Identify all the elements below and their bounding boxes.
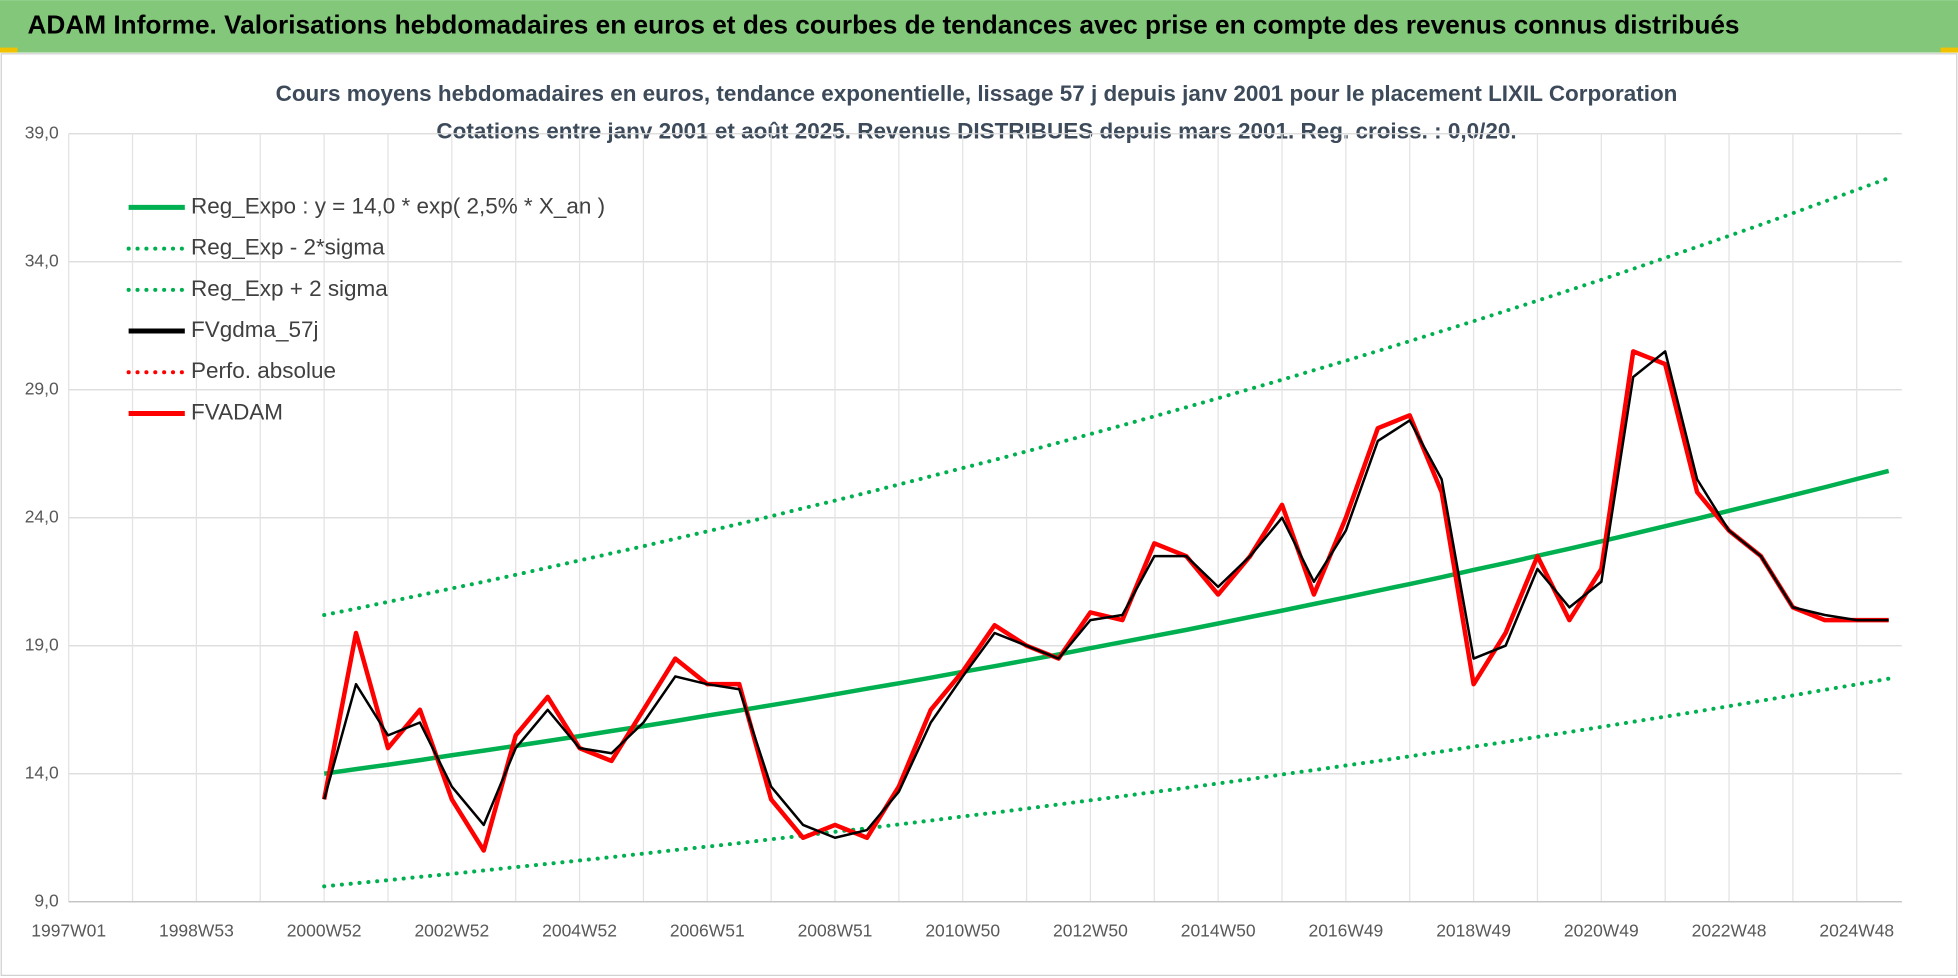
grid: 9,0 14,0 19,0 24,0 29,0 34,0 39,0 1997W01 1998W5… xyxy=(25,122,1902,940)
y-tick-label: 19,0 xyxy=(25,634,59,654)
x-tick-label: 1998W53 xyxy=(159,920,234,940)
legend-label: Reg_Exp + 2 sigma xyxy=(191,276,388,301)
x-tick-label: 1997W01 xyxy=(31,920,106,940)
y-tick-label: 34,0 xyxy=(25,250,59,270)
x-tick-label: 2020W49 xyxy=(1564,920,1639,940)
chart-subtitle: Cotations entre janv 2001 et août 2025. … xyxy=(436,118,1516,143)
legend-label: Reg_Exp - 2*sigma xyxy=(191,235,385,260)
header-accent xyxy=(0,47,18,53)
x-tick-label: 2008W51 xyxy=(798,920,873,940)
legend-label: Perfo. absolue xyxy=(191,358,336,383)
x-tick-label: 2022W48 xyxy=(1692,920,1767,940)
series-line xyxy=(322,350,1889,840)
legend-label: FVADAM xyxy=(191,399,283,424)
plot-lines xyxy=(321,176,1891,889)
x-tick-label: 2012W50 xyxy=(1053,920,1128,940)
x-tick-label: 2004W52 xyxy=(542,920,617,940)
y-tick-label: 14,0 xyxy=(25,762,59,782)
series-line xyxy=(322,676,1891,889)
legend: Reg_Expo : y = 14,0 * exp( 2,5% * X_an )… xyxy=(126,193,605,424)
legend-label: FVgdma_57j xyxy=(191,317,318,342)
x-tick-label: 2024W48 xyxy=(1819,920,1894,940)
x-tick-label: 2000W52 xyxy=(287,920,362,940)
y-tick-label: 39,0 xyxy=(25,122,59,142)
y-tick-label: 9,0 xyxy=(34,890,59,910)
series-line xyxy=(322,176,1891,617)
legend-label: Reg_Expo : y = 14,0 * exp( 2,5% * X_an ) xyxy=(191,193,605,218)
header-accent xyxy=(1940,47,1958,53)
x-tick-label: 2014W50 xyxy=(1181,920,1256,940)
chart-title: Cours moyens hebdomadaires en euros, ten… xyxy=(276,81,1678,106)
chart-frame xyxy=(0,53,1958,977)
x-tick-label: 2016W49 xyxy=(1308,920,1383,940)
header-bar xyxy=(0,0,1958,53)
x-tick-label: 2006W51 xyxy=(670,920,745,940)
page-title: ADAM Informe. Valorisations hebdomadaire… xyxy=(27,9,1739,39)
x-tick-label: 2018W49 xyxy=(1436,920,1511,940)
series-line xyxy=(323,468,1890,776)
y-tick-label: 29,0 xyxy=(25,378,59,398)
series-line xyxy=(321,349,1889,853)
y-tick-label: 24,0 xyxy=(25,506,59,526)
x-tick-label: 2010W50 xyxy=(925,920,1000,940)
x-tick-label: 2002W52 xyxy=(414,920,489,940)
